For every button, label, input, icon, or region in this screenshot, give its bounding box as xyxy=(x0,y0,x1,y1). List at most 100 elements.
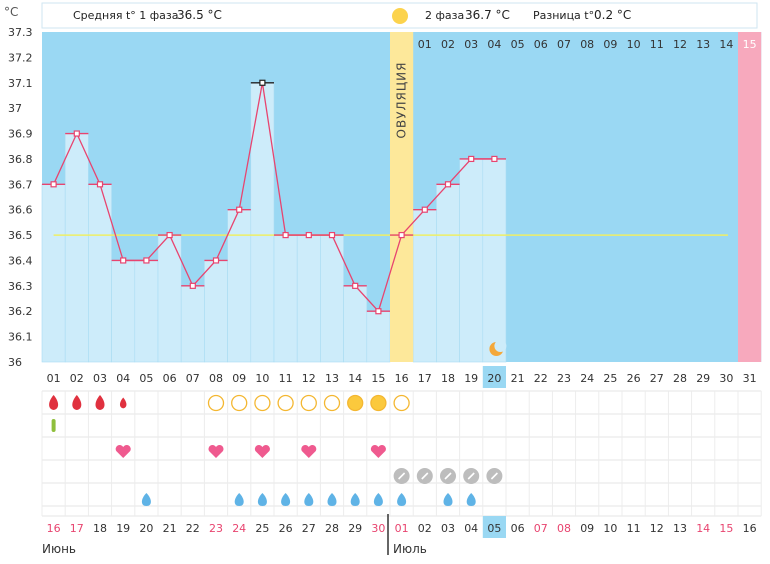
cycle-day-label: 01 xyxy=(47,372,61,385)
heart-icon xyxy=(370,444,386,458)
calendar-date: 12 xyxy=(650,522,664,535)
phase2-day-number: 01 xyxy=(418,38,432,51)
mucus-circle-icon xyxy=(254,394,271,412)
calendar-date: 10 xyxy=(603,522,617,535)
cycle-day-label: 05 xyxy=(139,372,153,385)
temperature-point xyxy=(236,206,243,213)
heart-icon xyxy=(208,444,224,458)
mucus-circle-icon xyxy=(207,394,225,412)
cycle-day-label: 26 xyxy=(627,372,641,385)
calendar-date: 29 xyxy=(348,522,362,535)
blood-drop-icon xyxy=(119,397,127,409)
water-drop-icon xyxy=(350,493,360,506)
test-icon-stroke xyxy=(421,472,429,480)
cycle-day-labels: 01 02 03 04 05 06 07 08 09 10 11 12 13 14 15 16 17 18 19 20… xyxy=(47,366,757,388)
temperature-bar xyxy=(273,234,298,363)
phase2-day-number: 10 xyxy=(627,38,641,51)
phase2-day-numbers: 01 02 03 04 05 06 07 08 09 10 11 12 13 14 15 xyxy=(418,38,757,51)
temperature-point xyxy=(305,231,312,239)
temperature-point xyxy=(166,231,173,239)
cycle-day-label: 31 xyxy=(743,372,757,385)
calendar-date: 06 xyxy=(511,522,525,535)
phase2-day-number: 12 xyxy=(673,38,687,51)
phase2-day-number: 02 xyxy=(441,38,455,51)
calendar-date: 28 xyxy=(325,522,339,535)
phase2-day-number: 07 xyxy=(557,38,571,51)
cycle-day-label: 08 xyxy=(209,372,223,385)
calendar-date: 03 xyxy=(441,522,455,535)
mucus-circle-icon xyxy=(323,394,341,412)
calendar-date: 04 xyxy=(464,522,478,535)
temperature-points xyxy=(42,79,506,315)
cycle-day-label: 22 xyxy=(534,372,548,385)
phase2-day-number: 04 xyxy=(487,38,501,51)
cycle-day-label: 10 xyxy=(255,372,269,385)
calendar-date: 21 xyxy=(163,522,177,535)
temperature-point xyxy=(491,155,498,163)
temperature-point xyxy=(375,308,382,315)
temperature-point xyxy=(189,282,196,289)
water-drop-icon xyxy=(466,493,476,506)
temperature-bar xyxy=(412,209,437,363)
temperature-bar xyxy=(366,310,391,363)
y-tick-label: 37.3 xyxy=(8,26,33,39)
temperature-bar xyxy=(64,133,89,363)
phase2-day-number: 08 xyxy=(580,38,594,51)
calendar-dates: 16 17 18 19 20 21 22 23 24 25 26 27 28 29 30 01 02 03 04 05… xyxy=(47,516,757,538)
y-tick-label: 36.9 xyxy=(8,128,33,141)
y-tick-label: 36.7 xyxy=(8,178,33,191)
cycle-day-label: 18 xyxy=(441,372,455,385)
calendar-date: 18 xyxy=(93,522,107,535)
spotting-icon xyxy=(51,419,56,432)
calendar-date: 01 xyxy=(395,522,409,535)
temperature-point xyxy=(468,155,475,163)
temperature-bar xyxy=(296,234,321,363)
water-drop-icon xyxy=(257,493,267,506)
mucus-circle-icon xyxy=(393,394,410,412)
diff-label: Разница t° xyxy=(533,9,594,22)
y-tick-label: 36.4 xyxy=(8,254,33,267)
temperature-point xyxy=(50,181,57,188)
cycle-day-label: 03 xyxy=(93,372,107,385)
y-tick-label: 37.1 xyxy=(8,77,33,90)
temperature-bar xyxy=(459,158,484,363)
symbol-grid xyxy=(41,390,762,517)
y-tick-label: 36.5 xyxy=(8,229,33,242)
calendar-date: 19 xyxy=(116,522,130,535)
calendar-date: 16 xyxy=(47,522,61,535)
y-tick-label: 36.8 xyxy=(8,153,33,166)
cycle-day-label: 25 xyxy=(603,372,617,385)
y-tick-label: 36.6 xyxy=(8,204,33,217)
temperature-bar xyxy=(204,260,228,363)
mucus-circle-icon xyxy=(300,394,317,412)
month2-label: Июль xyxy=(393,542,427,556)
temperature-point xyxy=(143,257,150,264)
blood-drop-icon xyxy=(95,395,105,410)
cycle-day-label: 06 xyxy=(163,372,177,385)
sun-icon xyxy=(392,8,408,24)
blood-drop-icon xyxy=(49,395,59,410)
cycle-day-label: 13 xyxy=(325,372,339,385)
calendar-date: 11 xyxy=(627,522,641,535)
cycle-day-label: 09 xyxy=(232,372,246,385)
symbols xyxy=(49,394,503,506)
cycle-day-label: 27 xyxy=(650,372,664,385)
y-tick-label: 36.1 xyxy=(8,331,33,344)
phase2-day-number: 14 xyxy=(719,38,733,51)
ovulation-band[interactable] xyxy=(390,32,414,362)
phase1-label: Средняя t° 1 фаза xyxy=(73,9,179,22)
temperature-point xyxy=(352,282,359,289)
water-drop-icon xyxy=(397,493,407,506)
temperature-bar xyxy=(41,184,66,363)
calendar-date: 07 xyxy=(534,522,548,535)
current-day-highlight xyxy=(482,366,506,388)
phase2-label: 2 фаза xyxy=(425,9,464,22)
calendar-date: 24 xyxy=(232,522,246,535)
calendar-date: 16 xyxy=(743,522,757,535)
cycle-day-label: 14 xyxy=(348,372,362,385)
temperature-point xyxy=(421,206,428,213)
phase2-day-number: 03 xyxy=(464,38,478,51)
calendar-date: 15 xyxy=(719,522,733,535)
water-drop-icon xyxy=(327,493,337,506)
